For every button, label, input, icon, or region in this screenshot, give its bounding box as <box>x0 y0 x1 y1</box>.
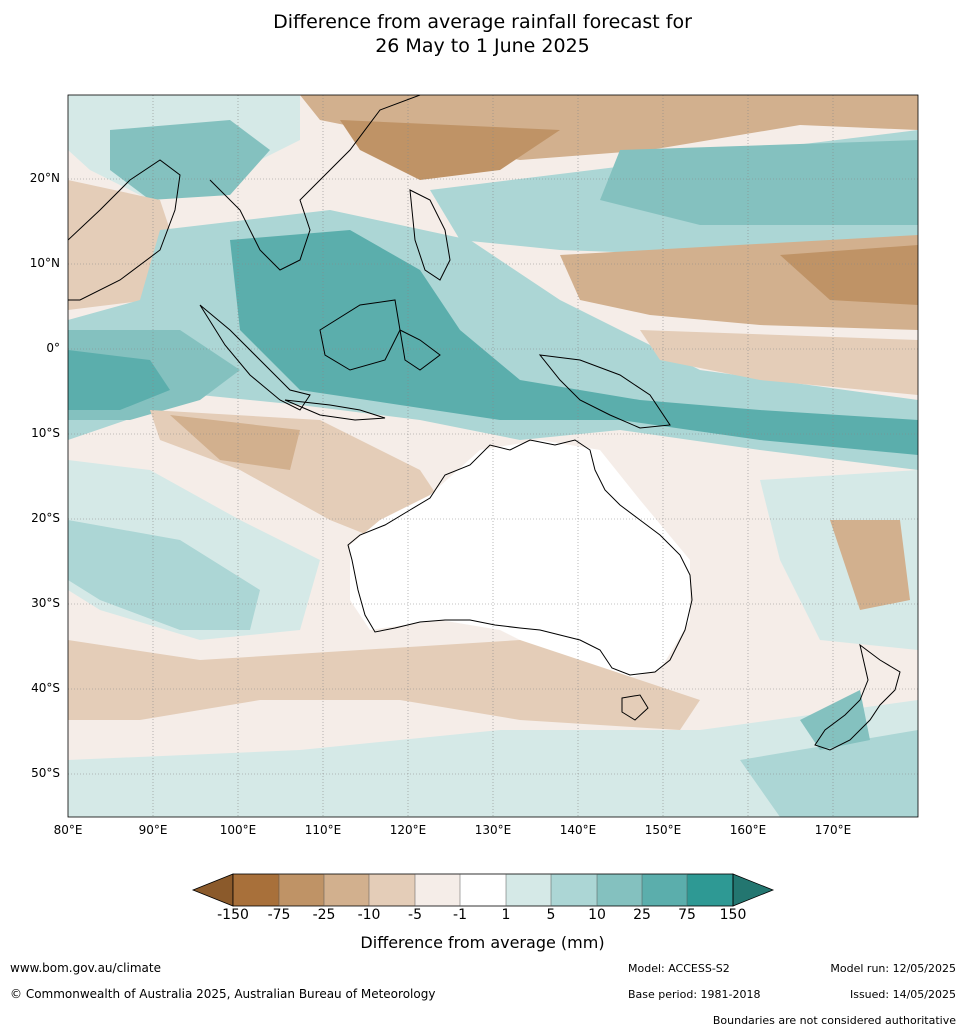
tasmania-coastline <box>621 694 649 721</box>
colorbar-swatch <box>324 874 369 906</box>
lon-label: 100°E <box>219 823 257 837</box>
boundary-disclaimer: Boundaries are not considered authoritat… <box>712 1014 956 1027</box>
lon-label: 90°E <box>138 823 168 837</box>
map-frame <box>67 94 919 818</box>
colorbar-label: 25 <box>633 907 651 923</box>
colorbar-swatch <box>551 874 597 906</box>
colorbar-label: 75 <box>678 907 696 923</box>
colorbar-swatch <box>642 874 687 906</box>
southern-ocean-wet-core <box>740 730 918 817</box>
lon-label: 110°E <box>304 823 342 837</box>
colorbar-frame <box>232 873 734 907</box>
colorbar-label: 5 <box>546 907 556 923</box>
colorbar-label: -5 <box>408 907 422 923</box>
south-indian-wet-core <box>68 520 260 630</box>
colorbar-label: -10 <box>357 907 381 923</box>
australia-coastline <box>347 439 693 676</box>
se-asia-coastline <box>209 95 421 271</box>
southern-dry-band <box>68 640 700 730</box>
india-coastline <box>68 159 181 301</box>
colorbar-swatch <box>687 874 733 906</box>
model-run-date: Model run: 12/05/2025 <box>830 962 956 975</box>
pacific-wet-core <box>600 140 918 225</box>
colorbar-label: -75 <box>267 907 291 923</box>
nz-wet <box>800 690 870 750</box>
lat-label: 10°S <box>31 426 60 440</box>
china-dry-core <box>340 120 560 180</box>
model-name: Model: ACCESS-S2 <box>628 962 730 975</box>
colorbar-swatch <box>369 874 415 906</box>
java-coastline <box>284 399 386 421</box>
lon-label: 120°E <box>389 823 427 837</box>
colorbar-label: -1 <box>453 907 467 923</box>
lat-label: 20°S <box>31 511 60 525</box>
colorbar-swatch <box>415 874 460 906</box>
colorbar-label: -25 <box>312 907 336 923</box>
copyright-notice: © Commonwealth of Australia 2025, Austra… <box>10 987 436 1001</box>
colorbar-swatch <box>597 874 642 906</box>
website-link[interactable]: www.bom.gov.au/climate <box>10 961 161 975</box>
new-guinea-coastline <box>538 354 671 429</box>
sulawesi-coastline <box>399 329 441 371</box>
indian-ocean-wet-core <box>68 350 170 410</box>
coastlines <box>68 95 901 751</box>
lon-label: 140°E <box>559 823 597 837</box>
australia-neutral <box>350 440 690 680</box>
new-zealand-coastline <box>814 643 901 751</box>
indian-dry-core <box>170 415 300 470</box>
anomaly-shading <box>68 95 918 817</box>
maritime-wet-core <box>230 230 918 455</box>
colorbar-swatch <box>279 874 324 906</box>
central-pacific-dry <box>640 330 918 395</box>
title-line-2: 26 May to 1 June 2025 <box>375 35 590 57</box>
tasman-dry-patch <box>830 520 910 610</box>
lat-label: 40°S <box>31 681 60 695</box>
philippines-coastline <box>409 189 451 281</box>
graticule <box>68 95 918 817</box>
borneo-coastline <box>319 299 401 371</box>
colorbar-label: 150 <box>719 907 747 923</box>
equatorial-dry-core <box>780 245 918 305</box>
title-line-1: Difference from average rainfall forecas… <box>273 11 692 33</box>
colorbar-high-extend <box>732 873 775 907</box>
lon-label: 150°E <box>644 823 682 837</box>
colorbar-title: Difference from average (mm) <box>360 933 605 952</box>
colorbar-label: 10 <box>588 907 606 923</box>
colorbar-label: -150 <box>217 907 249 923</box>
colorbar <box>191 873 775 907</box>
colorbar-swatch <box>506 874 551 906</box>
lon-label: 130°E <box>474 823 512 837</box>
lon-label: 80°E <box>53 823 83 837</box>
base-period: Base period: 1981-2018 <box>628 988 761 1001</box>
map-title: Difference from average rainfall forecas… <box>0 10 965 58</box>
colorbar-swatch <box>233 874 279 906</box>
colorbar-swatch <box>460 874 506 906</box>
burma-wet <box>110 120 270 200</box>
colorbar-low-extend <box>191 873 234 907</box>
lon-label: 170°E <box>814 823 852 837</box>
lat-label: 50°S <box>31 766 60 780</box>
lon-label: 160°E <box>729 823 767 837</box>
lat-label: 20°N <box>29 171 60 185</box>
lat-label: 30°S <box>31 596 60 610</box>
lat-label: 10°N <box>29 256 60 270</box>
issued-date: Issued: 14/05/2025 <box>849 988 956 1001</box>
lat-label: 0° <box>46 341 60 355</box>
colorbar-label: 1 <box>501 907 511 923</box>
